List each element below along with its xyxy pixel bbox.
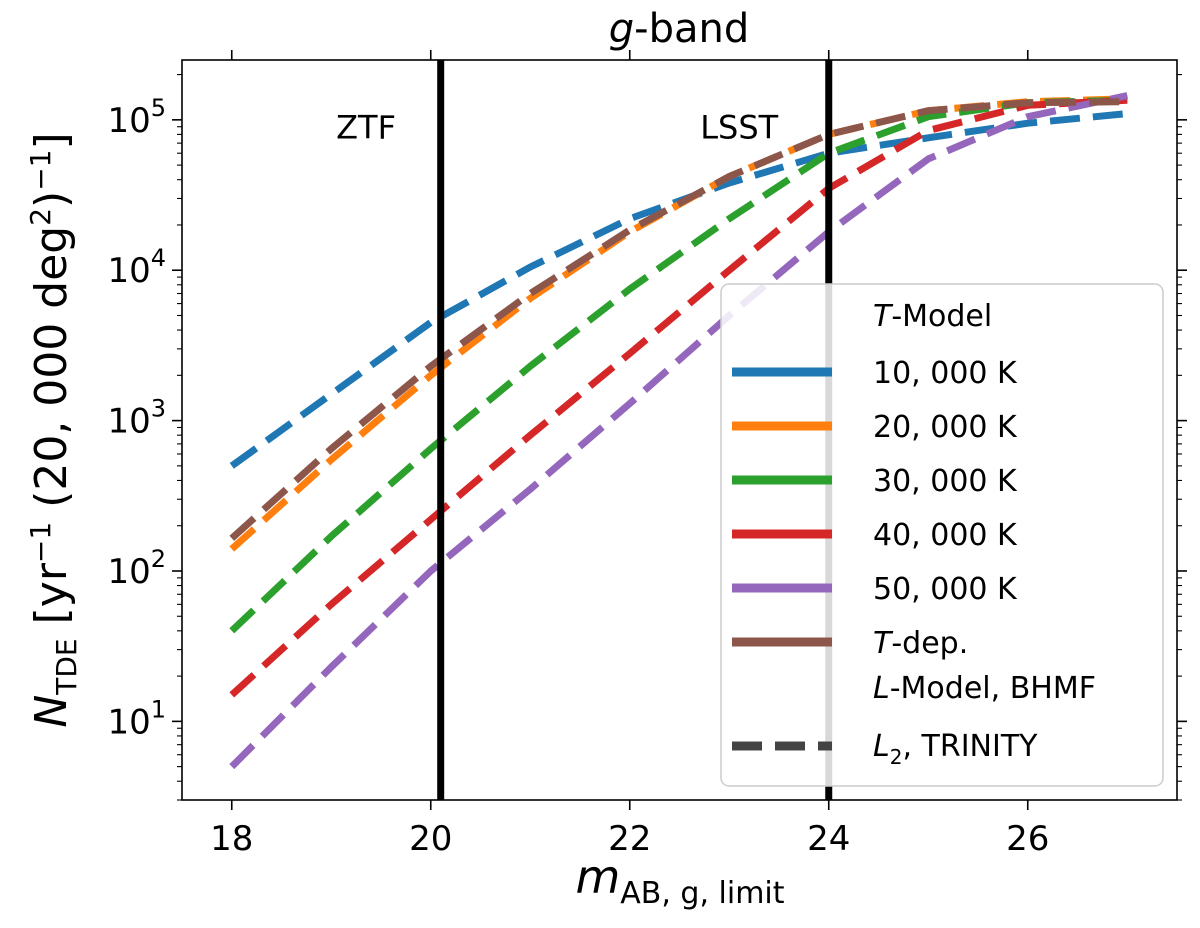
legend-label-30-000-k: 30, 000 K bbox=[873, 464, 1018, 499]
series-layer bbox=[229, 92, 1129, 770]
y-tick-label: 103 bbox=[107, 395, 166, 442]
series-line-t-dep bbox=[229, 98, 1128, 541]
y-tick-label: 101 bbox=[107, 695, 166, 742]
y-tick-label: 104 bbox=[107, 244, 166, 291]
y-tick-label: 102 bbox=[107, 545, 166, 592]
legend-label-40-000-k: 40, 000 K bbox=[873, 518, 1018, 553]
annotation-lsst: LSST bbox=[700, 109, 778, 147]
x-tick-label: 26 bbox=[1006, 819, 1049, 859]
plot-frame bbox=[181, 59, 1178, 801]
legend-label-t-dep: T-dep. bbox=[873, 626, 968, 661]
series-line-40-000-k bbox=[229, 96, 1128, 698]
chart-title: g-band bbox=[609, 6, 749, 52]
legend-label-50-000-k: 50, 000 K bbox=[873, 572, 1018, 607]
legend-label-10-000-k: 10, 000 K bbox=[873, 356, 1018, 391]
annotation-ztf: ZTF bbox=[336, 109, 396, 147]
x-tick-label: 24 bbox=[807, 819, 850, 859]
y-axis-label: NTDE [yr−1 (20, 000 deg2)−1] bbox=[24, 132, 83, 727]
y-tick-label: 105 bbox=[107, 94, 166, 141]
legend-box bbox=[720, 283, 1164, 787]
legend-title-t-model: T-Model bbox=[873, 299, 992, 334]
series-line-50-000-k bbox=[229, 92, 1129, 770]
legend-entries: 10, 000 K 20, 000 K 30, 000 K 40, 000 K 50, … bbox=[732, 356, 1018, 661]
x-tick-label: 20 bbox=[409, 819, 452, 859]
legend: T-Model 10, 000 K 20, 000 K 30, 000 K 40, 0… bbox=[720, 283, 1164, 787]
x-tick-label: 22 bbox=[608, 819, 651, 859]
x-tick-label: 18 bbox=[210, 819, 253, 859]
axis-ticks: 18 20 22 24 26 101 102 103 104 105 bbox=[107, 50, 1187, 859]
x-axis-label: mAB, g, limit bbox=[575, 850, 784, 911]
legend-label-trinity: L2, TRINITY bbox=[873, 729, 1038, 769]
legend-title-l-model: L-Model, BHMF bbox=[873, 671, 1096, 706]
legend-label-20-000-k: 20, 000 K bbox=[873, 410, 1018, 445]
